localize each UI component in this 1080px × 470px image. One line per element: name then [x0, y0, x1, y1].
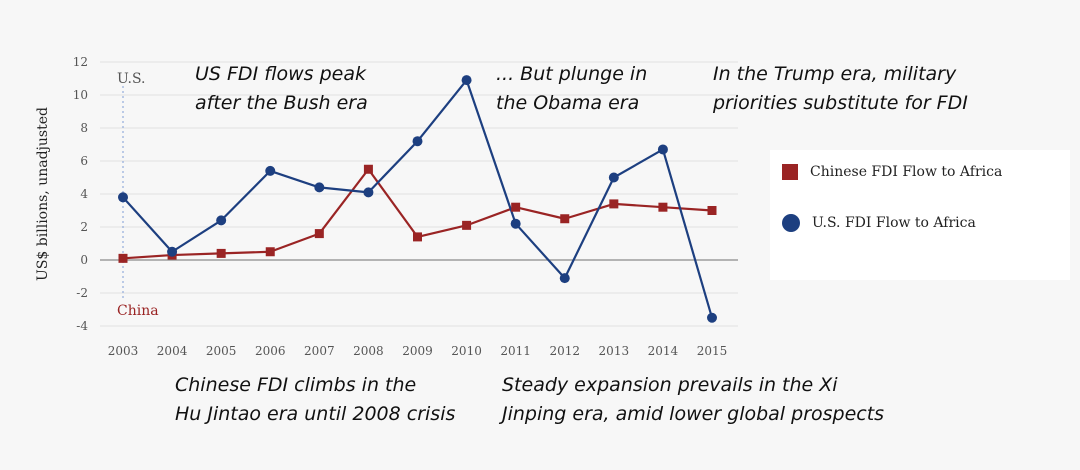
x-tick-label: 2011 [500, 344, 531, 358]
y-tick-label: 2 [80, 220, 88, 234]
china-data-point [560, 214, 570, 224]
china-data-point [413, 232, 422, 242]
x-tick-label: 2012 [549, 344, 580, 358]
annotation-line: Jinping era, amid lower global prospects [502, 403, 885, 425]
y-tick-label: 0 [80, 253, 88, 267]
china-data-point [658, 202, 668, 212]
y-tick-label: -2 [76, 286, 88, 300]
legend-square-marker [782, 164, 798, 180]
us-data-point [216, 215, 227, 226]
annotation-obama-era: ... But plunge in the Obama era [496, 60, 647, 118]
x-tick-label: 2010 [451, 344, 482, 358]
x-tick-label: 2009 [402, 344, 433, 358]
us-data-point [118, 192, 128, 203]
china-data-point [511, 202, 521, 212]
annotation-hu-era: Chinese FDI climbs in the Hu Jintao era … [175, 371, 455, 429]
x-tick-label: 2003 [108, 344, 139, 358]
y-tick-label: -4 [76, 319, 88, 333]
x-tick-label: 2015 [697, 344, 728, 358]
annotation-trump-era: In the Trump era, military priorities su… [713, 60, 968, 118]
china-data-point [363, 164, 373, 174]
legend-item-china: Chinese FDI Flow to Africa [782, 164, 1002, 180]
annotation-line: Steady expansion prevails in the Xi [502, 374, 838, 396]
us-data-point [461, 75, 472, 86]
us-data-point [265, 165, 276, 176]
y-axis-label: US$ billions, unadjusted [35, 107, 51, 281]
x-tick-label: 2005 [206, 344, 237, 358]
us-data-point [608, 172, 619, 183]
annotation-line: In the Trump era, military [713, 63, 957, 85]
chart-legend: Chinese FDI Flow to Africa U.S. FDI Flow… [770, 150, 1070, 280]
legend-label-us: U.S. FDI Flow to Africa [812, 215, 976, 231]
x-tick-label: 2006 [255, 344, 286, 358]
us-data-point [707, 312, 717, 323]
us-data-point [657, 144, 668, 155]
annotation-line: Hu Jintao era until 2008 crisis [175, 403, 456, 425]
y-tick-label: 4 [80, 187, 88, 201]
annotation-line: after the Bush era [195, 92, 368, 114]
annotation-bush-era: US FDI flows peak after the Bush era [195, 60, 368, 118]
us-data-point [510, 218, 521, 229]
x-tick-label: 2013 [599, 344, 630, 358]
legend-item-us: U.S. FDI Flow to Africa [782, 214, 976, 232]
china-data-point [265, 247, 275, 257]
annotation-xi-era: Steady expansion prevails in the Xi Jinp… [502, 371, 884, 429]
china-data-point [707, 206, 717, 215]
annotation-line: Chinese FDI climbs in the [175, 374, 417, 396]
us-data-point [559, 273, 570, 284]
x-tick-label: 2007 [304, 344, 335, 358]
y-tick-label: 12 [73, 55, 88, 69]
axis-marker-china: China [117, 303, 159, 319]
x-tick-label: 2014 [648, 344, 679, 358]
china-series-line [122, 168, 713, 260]
china-data-point [462, 220, 472, 230]
china-data-point [609, 199, 619, 209]
x-tick-label: 2004 [157, 344, 188, 358]
annotation-line: US FDI flows peak [195, 63, 366, 85]
us-data-point [363, 187, 374, 198]
us-data-point [314, 182, 325, 193]
x-tick-label: 2008 [353, 344, 384, 358]
china-data-point [314, 229, 324, 239]
legend-label-china: Chinese FDI Flow to Africa [810, 164, 1003, 180]
axis-marker-us: U.S. [117, 71, 146, 87]
us-data-point [167, 246, 178, 257]
annotation-line: ... But plunge in [496, 63, 648, 85]
y-tick-label: 10 [73, 88, 88, 102]
annotation-line: priorities substitute for FDI [713, 92, 968, 114]
china-data-point [216, 248, 226, 258]
y-tick-label: 6 [80, 154, 88, 168]
china-data-point [118, 253, 128, 263]
us-data-point [412, 136, 423, 147]
y-tick-label: 8 [80, 121, 88, 135]
annotation-line: the Obama era [496, 92, 640, 114]
legend-circle-marker [782, 214, 800, 232]
